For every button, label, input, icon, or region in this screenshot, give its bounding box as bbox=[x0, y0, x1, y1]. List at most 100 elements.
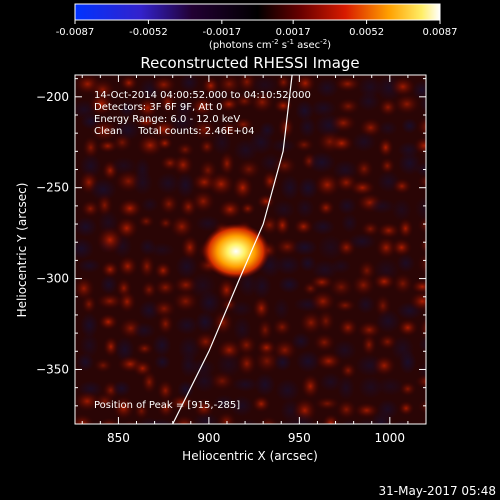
x-tick-label: 850 bbox=[107, 431, 130, 445]
heatmap-cell bbox=[168, 394, 195, 411]
heatmap-cell bbox=[119, 75, 139, 92]
info-time-range: 14-Oct-2014 04:00:52.000 to 04:10:52.000 bbox=[94, 90, 311, 101]
heatmap-cell bbox=[230, 300, 253, 317]
heatmap-cell bbox=[368, 198, 396, 214]
heatmap-cell bbox=[310, 99, 337, 118]
heatmap-cell bbox=[140, 280, 158, 300]
info-text: 14-Oct-2014 04:00:52.000 to 04:10:52.000… bbox=[94, 90, 311, 137]
heatmap-cell bbox=[151, 298, 177, 319]
heatmap-cell bbox=[137, 214, 155, 229]
heatmap-cell bbox=[102, 335, 119, 358]
heatmap-cell bbox=[412, 80, 426, 100]
heatmap-cell bbox=[291, 332, 311, 350]
heatmap-cell bbox=[234, 93, 255, 109]
colorbar-tick-label: -0.0052 bbox=[129, 27, 168, 38]
heatmap-cell bbox=[352, 132, 376, 152]
heatmap-cell bbox=[379, 157, 396, 175]
heatmap-cell bbox=[207, 171, 236, 197]
heatmap-cell bbox=[251, 75, 279, 95]
x-axis-ticks: 850 900 950 1000 bbox=[81, 75, 427, 445]
heatmap-cell bbox=[275, 255, 302, 275]
heatmap-cell bbox=[216, 277, 237, 303]
heatmap-cell bbox=[216, 75, 243, 96]
heatmap-cell bbox=[298, 310, 324, 335]
heatmap-cell bbox=[309, 274, 335, 291]
heatmap-cell bbox=[273, 353, 292, 372]
heatmap-cell bbox=[280, 174, 300, 201]
y-axis-label: Heliocentric Y (arcsec) bbox=[15, 183, 29, 318]
heatmap-cell bbox=[156, 136, 174, 151]
heatmap-cell bbox=[153, 278, 177, 297]
x-axis-label: Heliocentric X (arcsec) bbox=[182, 449, 318, 463]
heatmap-cell bbox=[253, 348, 281, 374]
colorbar-tick-label: -0.0087 bbox=[56, 27, 95, 38]
x-tick-label: 950 bbox=[288, 431, 311, 445]
heatmap-cell bbox=[213, 394, 236, 412]
heatmap-cell bbox=[377, 137, 394, 158]
heatmap-cell bbox=[256, 193, 276, 210]
heatmap-cell bbox=[419, 317, 426, 340]
heatmap-cell bbox=[96, 292, 124, 310]
heatmap-cell bbox=[410, 279, 426, 295]
heatmap-cell bbox=[80, 199, 101, 218]
heatmap-cell bbox=[399, 350, 417, 375]
y-tick-label: −250 bbox=[36, 181, 69, 195]
plot-frame bbox=[74, 74, 427, 425]
heatmap-cell bbox=[390, 238, 413, 257]
heatmap-cell bbox=[89, 178, 117, 201]
heatmap-cell bbox=[158, 193, 180, 215]
heatmap-cell bbox=[251, 273, 272, 299]
heatmap-cell bbox=[311, 218, 335, 236]
heatmap-cell bbox=[190, 189, 216, 214]
heatmap-cell bbox=[75, 216, 98, 237]
heatmap-cell bbox=[333, 298, 357, 313]
heatmap-cell bbox=[358, 376, 384, 399]
heatmap-cell bbox=[328, 134, 355, 153]
heatmap-cell bbox=[272, 200, 295, 219]
info-detectors: Detectors: 3F 6F 9F, Att 0 bbox=[94, 102, 222, 113]
heatmap-cell bbox=[389, 76, 417, 98]
x-tick-label: 900 bbox=[197, 431, 220, 445]
heatmap-cell bbox=[140, 369, 158, 395]
heatmap-cell bbox=[98, 417, 121, 424]
heatmap-cell bbox=[195, 311, 215, 333]
heatmap-cell bbox=[353, 402, 380, 419]
heatmap-cell bbox=[112, 380, 131, 397]
heatmap-cell bbox=[169, 110, 197, 134]
heatmap-cell bbox=[337, 197, 357, 215]
heatmap-cell bbox=[375, 236, 398, 259]
heatmap-cell bbox=[249, 91, 275, 114]
heatmap-cell bbox=[298, 177, 319, 200]
heatmap-cell bbox=[378, 120, 398, 136]
y-tick-label: −200 bbox=[36, 90, 69, 104]
info-energy-range: Energy Range: 6.0 - 12.0 keV bbox=[94, 114, 240, 125]
heatmap-cell bbox=[236, 351, 258, 376]
heatmap-cell bbox=[148, 418, 174, 424]
heatmap-cell bbox=[314, 351, 343, 371]
heatmap-cell bbox=[375, 309, 401, 333]
heatmap-cell bbox=[396, 254, 416, 273]
heatmap-cell bbox=[209, 370, 236, 392]
heatmap-cell bbox=[256, 318, 274, 342]
heatmap-cell bbox=[333, 75, 362, 93]
colorbar bbox=[74, 3, 441, 21]
heatmap-cell bbox=[293, 217, 314, 236]
heatmap-cell bbox=[239, 201, 256, 216]
secondary-source bbox=[96, 226, 124, 254]
heatmap-cell bbox=[348, 179, 376, 197]
heatmap-cell bbox=[356, 320, 382, 340]
heatmap-cell bbox=[372, 272, 396, 291]
heatmap-cell bbox=[231, 174, 254, 201]
heatmap-cell bbox=[77, 258, 101, 273]
colorbar-tick-label: 0.0052 bbox=[349, 27, 384, 38]
heatmap-cell bbox=[232, 377, 259, 392]
heatmap-cell bbox=[132, 322, 156, 339]
heatmap-cell bbox=[337, 376, 355, 400]
heatmap-cell bbox=[417, 398, 426, 415]
timestamp: 31-May-2017 05:48 bbox=[379, 484, 496, 498]
heatmap-cell bbox=[75, 413, 95, 424]
heatmap-cell bbox=[93, 357, 113, 373]
heatmap-cell bbox=[298, 116, 317, 138]
heatmap-cell bbox=[295, 350, 321, 373]
